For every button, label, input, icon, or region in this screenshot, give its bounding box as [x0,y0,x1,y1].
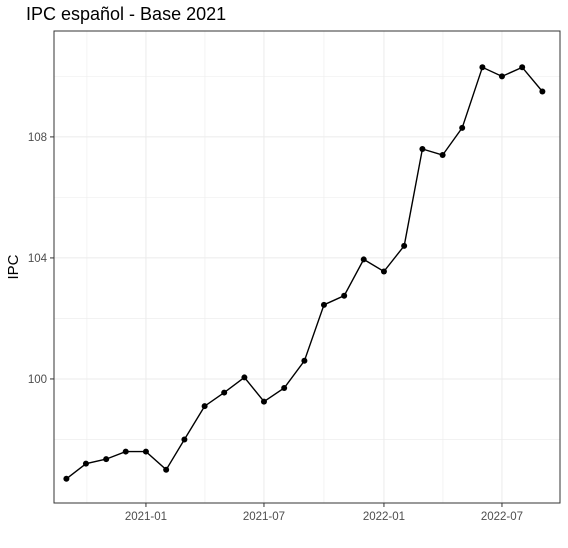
data-point [122,448,129,455]
data-point [539,88,546,95]
y-tick-label: 108 [28,132,47,144]
data-point [221,389,228,396]
x-tick-label: 2021-07 [243,511,285,523]
y-tick-label: 104 [28,253,48,265]
data-point [498,73,505,80]
x-tick-label: 2022-07 [481,511,523,523]
data-point [142,448,149,455]
data-point [479,64,486,71]
series-line [65,66,543,480]
data-point [401,242,408,249]
data-points [63,64,546,482]
y-axis-label: IPC [5,254,22,279]
major-gridlines [54,31,560,503]
data-point [419,146,426,152]
data-point [201,403,208,410]
data-point [82,460,89,467]
data-point [341,292,348,299]
data-point [301,357,308,364]
x-tick-label: 2022-01 [363,511,405,523]
data-point [181,436,188,443]
data-point [360,256,367,263]
data-point [281,385,288,392]
minor-gridlines [54,31,560,503]
data-point [519,64,526,71]
data-point [459,124,466,131]
chart-title: IPC español - Base 2021 [26,4,226,24]
x-axis: 2021-01 2021-07 2022-01 2022-07 [125,503,523,523]
data-point [260,398,267,405]
data-point [63,475,70,482]
data-point [380,268,387,275]
x-tick-label: 2021-01 [125,511,167,523]
y-axis: 100 104 108 [28,132,54,386]
plot-panel [53,30,561,504]
data-point [320,301,327,308]
data-point [163,466,170,473]
data-point [439,152,446,159]
y-tick-label: 100 [28,374,47,386]
data-point [103,456,110,463]
data-point [241,374,248,381]
